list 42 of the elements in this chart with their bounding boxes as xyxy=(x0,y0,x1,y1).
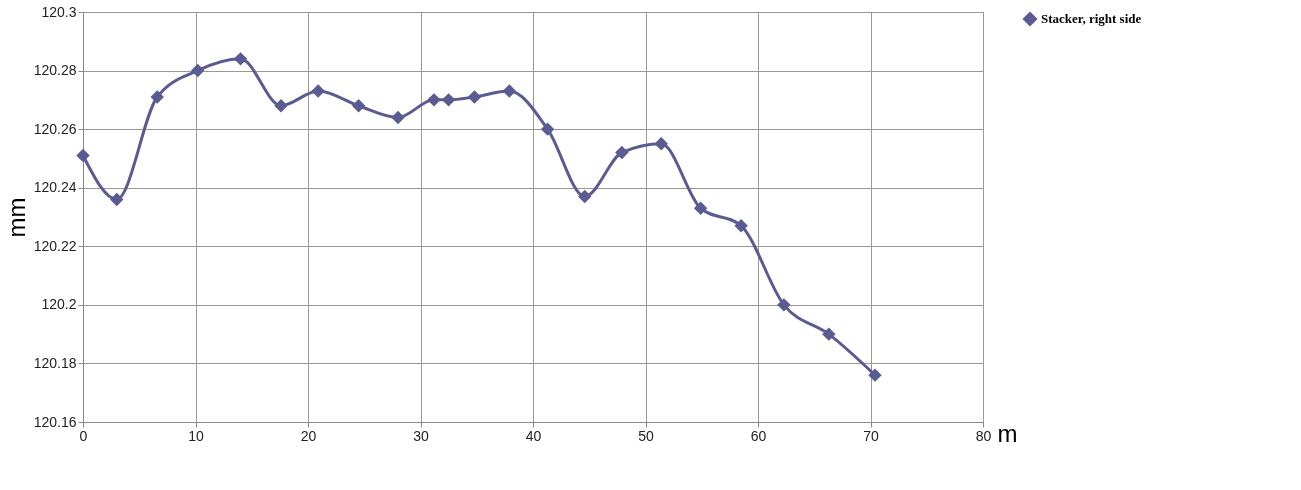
point xyxy=(467,90,482,104)
x-tick-label: 60 xyxy=(750,427,767,444)
point xyxy=(274,99,288,113)
x-tick-label: 40 xyxy=(525,427,542,444)
point xyxy=(822,327,836,341)
point xyxy=(734,219,748,233)
point xyxy=(868,368,882,382)
x-tick-label: 0 xyxy=(79,427,88,444)
x-tick-label: 50 xyxy=(638,427,654,444)
x-tick-label: 80 xyxy=(975,427,992,444)
x-tick-label: 70 xyxy=(863,427,879,444)
point xyxy=(391,110,405,125)
point xyxy=(311,84,325,98)
y-tick-label: 120.2 xyxy=(41,296,77,313)
point xyxy=(427,93,441,107)
x-tick-label: 20 xyxy=(300,427,317,444)
point xyxy=(191,63,205,78)
point xyxy=(615,145,629,160)
x-axis-title: m xyxy=(997,419,1018,447)
point xyxy=(76,148,90,163)
point xyxy=(110,192,124,207)
point xyxy=(351,99,366,113)
y-tick-label: 120.22 xyxy=(33,237,77,254)
point xyxy=(654,137,668,151)
y-tick-label: 120.24 xyxy=(33,179,77,196)
y-tick-label: 120.18 xyxy=(33,354,77,371)
y-axis-title: mm xyxy=(2,197,30,238)
y-tick-label: 120.16 xyxy=(33,413,77,430)
point xyxy=(233,52,248,66)
point xyxy=(540,122,555,136)
y-tick-label: 120.26 xyxy=(33,120,77,137)
point xyxy=(502,84,517,98)
x-tick-label: 30 xyxy=(413,427,429,444)
point xyxy=(777,298,791,312)
x-tick-label: 10 xyxy=(188,427,204,444)
point xyxy=(441,93,456,107)
legend-label: Stacker, right side xyxy=(1041,11,1142,26)
point xyxy=(578,189,592,204)
y-tick-label: 120.3 xyxy=(41,3,77,20)
point xyxy=(693,201,708,215)
y-tick-label: 120.28 xyxy=(33,62,77,79)
point xyxy=(150,90,164,104)
